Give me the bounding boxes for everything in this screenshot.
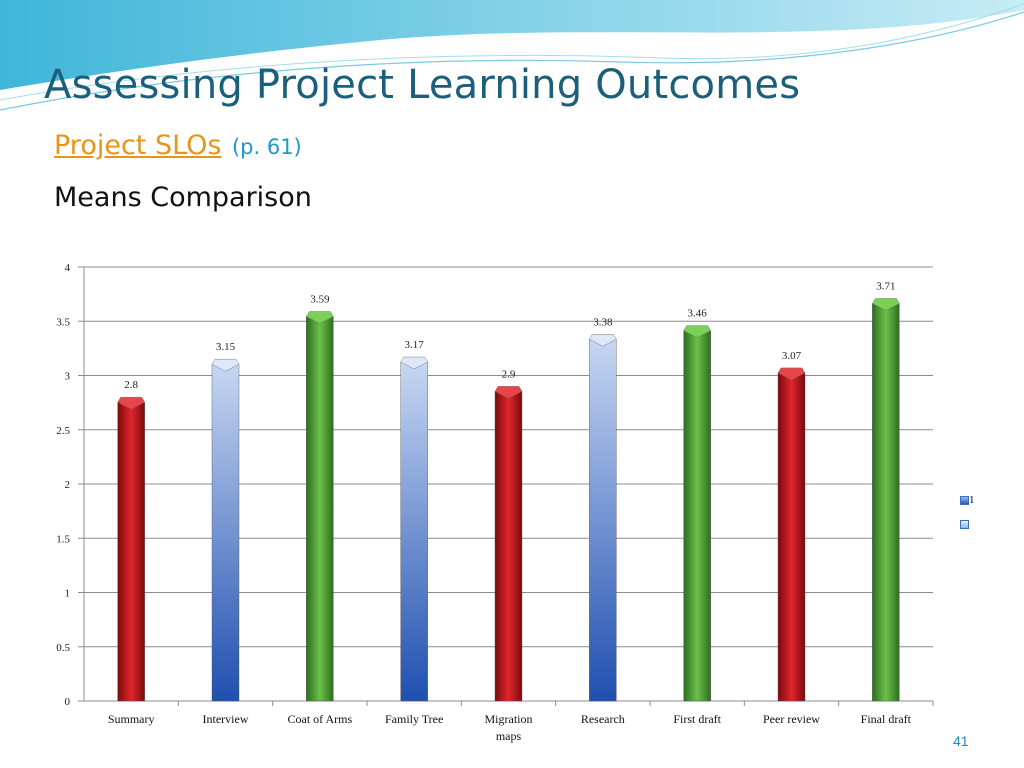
bar-cap	[211, 359, 240, 372]
y-tick-label: 4	[65, 262, 71, 274]
category-label: Summary	[108, 712, 155, 726]
category-label: Research	[581, 712, 625, 726]
y-tick-label: 1.5	[56, 533, 70, 545]
y-tick-label: 3.5	[56, 316, 70, 328]
legend-swatch	[960, 519, 969, 529]
category-label: Peer review	[763, 712, 820, 726]
bar-peer-review	[777, 372, 806, 702]
legend-entry-2	[960, 518, 969, 530]
subtitle: Project SLOs (p. 61)	[54, 130, 302, 161]
y-tick-label: 2.5	[56, 425, 70, 437]
bar-family-tree	[400, 361, 428, 702]
y-tick-label: 2	[65, 479, 71, 491]
category-label: Family Tree	[385, 712, 443, 726]
legend-entry-1: 1	[960, 494, 975, 506]
bar-cap	[494, 386, 523, 399]
project-slos-link[interactable]: Project SLOs	[54, 130, 222, 161]
page-reference: (p. 61)	[231, 135, 302, 159]
bar-cap	[400, 356, 428, 370]
data-label: 3.59	[310, 293, 330, 305]
bar-first-draft	[683, 330, 711, 702]
bar-interview	[211, 364, 240, 702]
bar-cap	[872, 298, 900, 311]
data-label: 3.46	[688, 308, 708, 320]
data-label: 2.9	[502, 368, 516, 380]
y-tick-label: 0	[65, 696, 71, 708]
means-comparison-chart: 0 0.5 1 1.5 2 2.5 3 3.5 4 2.8 Summary 3.15 Interview…	[56, 262, 934, 743]
data-label: 3.71	[876, 280, 895, 292]
decorative-wave-banner	[0, 0, 1024, 111]
legend-swatch	[960, 495, 969, 505]
data-label: 3.07	[782, 350, 802, 362]
bar-cap	[117, 396, 145, 410]
bar-research	[589, 339, 617, 702]
data-label: 3.38	[593, 316, 613, 328]
chart-heading: Means Comparison	[54, 182, 312, 213]
category-label: Interview	[203, 712, 249, 726]
data-label: 3.17	[405, 339, 425, 351]
bar-final-draft	[872, 303, 900, 702]
bar-cap	[777, 367, 806, 381]
data-label: 3.15	[216, 341, 236, 353]
bar-cap	[306, 311, 334, 324]
category-label: maps	[496, 729, 522, 743]
category-label: First draft	[673, 712, 721, 726]
category-label: Migration	[485, 712, 533, 726]
category-label: Coat of Arms	[287, 712, 352, 726]
y-tick-label: 1	[65, 588, 71, 600]
y-tick-label: 0.5	[56, 642, 70, 654]
slide-number: 41	[953, 733, 969, 749]
bar-coat-of-arms	[306, 316, 334, 702]
bar-cap	[683, 325, 711, 338]
bar-summary	[117, 401, 145, 702]
data-label: 2.8	[124, 379, 138, 391]
bar-migration-maps	[494, 391, 523, 702]
slide-title: Assessing Project Learning Outcomes	[44, 62, 801, 108]
category-label: Final draft	[861, 712, 912, 726]
bar-cap	[589, 334, 617, 347]
y-tick-label: 3	[65, 371, 71, 383]
